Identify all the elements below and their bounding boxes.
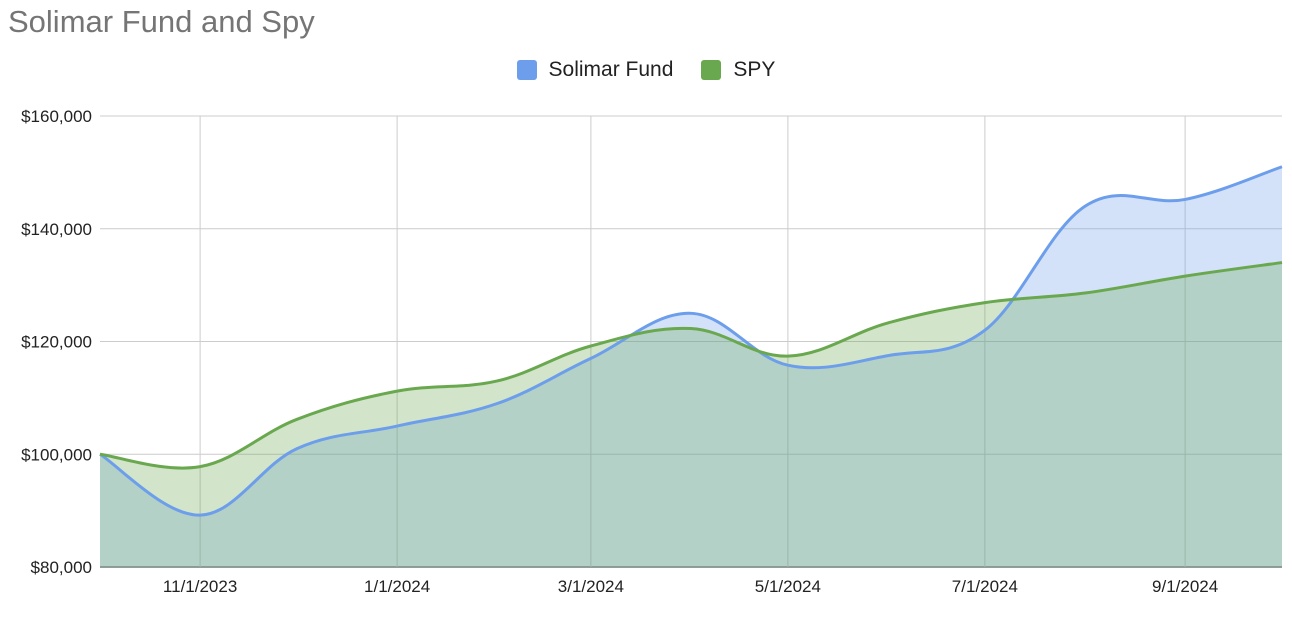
x-tick-label: 1/1/2024 bbox=[364, 577, 430, 596]
data-point bbox=[786, 354, 790, 358]
x-tick-label: 5/1/2024 bbox=[755, 577, 821, 596]
data-point bbox=[1083, 291, 1087, 295]
y-tick-label: $80,000 bbox=[31, 558, 92, 577]
y-tick-label: $160,000 bbox=[21, 107, 92, 126]
area-spy bbox=[100, 262, 1282, 567]
data-point bbox=[1083, 204, 1087, 208]
legend-label-spy: SPY bbox=[733, 58, 776, 81]
data-point bbox=[295, 447, 299, 451]
legend: Solimar Fund SPY bbox=[0, 58, 1292, 82]
data-point bbox=[589, 344, 593, 348]
legend-item-solimar[interactable]: Solimar Fund bbox=[516, 58, 674, 82]
line-spy bbox=[99, 261, 1283, 470]
x-tick-label: 3/1/2024 bbox=[558, 577, 624, 596]
data-point bbox=[689, 327, 693, 331]
area-solimar-fund bbox=[100, 166, 1282, 568]
y-tick-label: $120,000 bbox=[21, 333, 92, 352]
data-point bbox=[983, 328, 987, 332]
x-tick-label: 7/1/2024 bbox=[952, 577, 1018, 596]
data-point bbox=[983, 301, 987, 305]
data-point bbox=[1280, 261, 1284, 265]
data-point bbox=[886, 354, 890, 358]
data-point bbox=[395, 424, 399, 428]
x-tick-label: 11/1/2023 bbox=[163, 577, 237, 596]
data-point bbox=[395, 389, 399, 393]
legend-label-solimar: Solimar Fund bbox=[548, 58, 674, 81]
data-point bbox=[689, 311, 693, 315]
data-point bbox=[495, 402, 499, 406]
data-point bbox=[495, 379, 499, 383]
data-point bbox=[295, 417, 299, 421]
data-point bbox=[786, 363, 790, 367]
y-tick-label: $140,000 bbox=[21, 220, 92, 239]
data-point bbox=[886, 321, 890, 325]
data-point bbox=[1183, 274, 1187, 278]
data-point bbox=[1280, 165, 1284, 169]
data-point bbox=[98, 452, 102, 456]
x-tick-label: 9/1/2024 bbox=[1152, 577, 1218, 596]
line-solimar-fund bbox=[99, 165, 1283, 517]
data-point bbox=[589, 356, 593, 360]
data-point bbox=[198, 465, 202, 469]
data-point bbox=[1183, 197, 1187, 201]
chart-title: Solimar Fund and Spy bbox=[8, 4, 315, 39]
data-point bbox=[198, 513, 202, 517]
legend-swatch-spy bbox=[701, 60, 722, 80]
legend-swatch-solimar bbox=[516, 60, 537, 80]
legend-item-spy[interactable]: SPY bbox=[701, 58, 775, 82]
y-tick-label: $100,000 bbox=[21, 445, 92, 464]
